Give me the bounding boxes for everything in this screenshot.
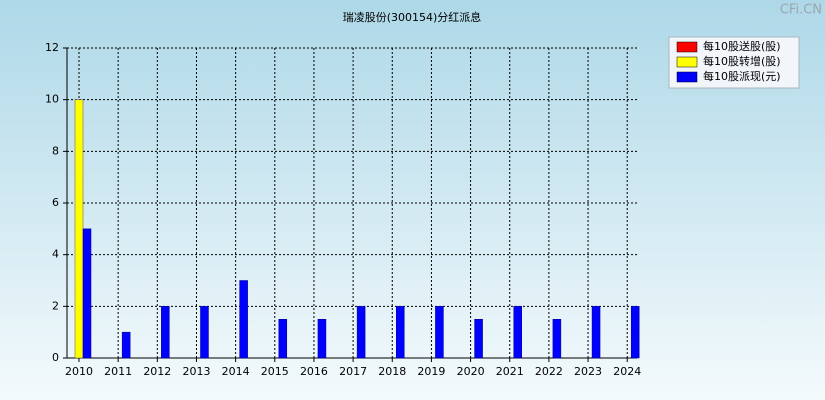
legend-label: 每10股派现(元) [703, 69, 781, 83]
x-tick-label: 2022 [535, 365, 563, 378]
y-tick-label: 6 [52, 196, 59, 209]
x-tick-label: 2010 [65, 365, 93, 378]
legend-label: 每10股送股(股) [703, 39, 781, 53]
bar [552, 319, 562, 359]
x-tick-label: 2021 [496, 365, 524, 378]
x-tick-label: 2018 [378, 365, 406, 378]
watermark: CFi.CN [780, 3, 822, 18]
bar [474, 319, 483, 359]
x-tick-label: 2016 [300, 365, 328, 378]
bar [591, 306, 601, 359]
x-tick-label: 2011 [104, 365, 132, 378]
bar [239, 280, 248, 359]
bar [513, 306, 522, 359]
bar [74, 99, 84, 359]
bar [435, 306, 444, 359]
legend-label: 每10股转增(股) [703, 54, 781, 68]
bar [121, 331, 131, 359]
y-tick-label: 12 [45, 41, 59, 54]
x-tick-label: 2023 [574, 365, 602, 378]
chart-title: 瑞凌股份(300154)分红派息 [343, 10, 482, 24]
legend-swatch [676, 56, 698, 68]
x-tick-label: 2015 [261, 365, 289, 378]
bar [161, 306, 170, 359]
bar [317, 319, 327, 359]
x-tick-label: 2013 [182, 365, 210, 378]
y-tick-label: 8 [52, 144, 59, 157]
bar [200, 306, 209, 359]
bar [278, 319, 288, 359]
y-tick-label: 10 [45, 93, 59, 106]
legend-swatch [676, 41, 698, 53]
x-tick-label: 2014 [222, 365, 250, 378]
bar [82, 228, 92, 359]
x-tick-label: 2024 [613, 365, 641, 378]
y-tick-label: 0 [52, 351, 59, 364]
legend-swatch [676, 71, 698, 83]
x-tick-label: 2017 [339, 365, 367, 378]
y-tick-label: 2 [52, 299, 59, 312]
x-tick-label: 2019 [417, 365, 445, 378]
bar [630, 306, 640, 359]
x-tick-label: 2020 [457, 365, 485, 378]
y-tick-label: 4 [52, 248, 59, 261]
bar [396, 306, 405, 359]
x-tick-label: 2012 [143, 365, 171, 378]
bar [356, 306, 366, 359]
